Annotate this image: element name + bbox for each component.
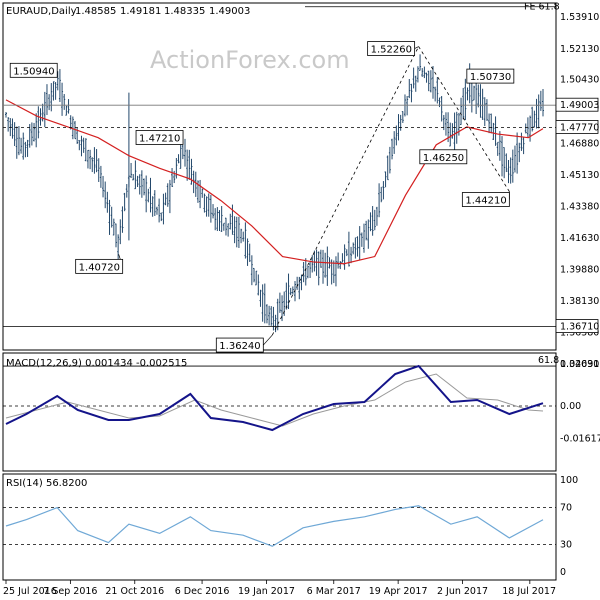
- moving-average-line: [5, 99, 544, 265]
- macd-panel-frame: [2, 352, 557, 472]
- current-price-label-box: [555, 97, 599, 112]
- annotation-label: 1.50730: [470, 72, 511, 83]
- rsi-y-tick-label: 30: [560, 539, 572, 550]
- macd-y-tick-label: -0.01617: [560, 433, 600, 444]
- ohlc-value: 1.49003: [209, 6, 250, 17]
- annotation-box: [466, 68, 515, 84]
- ohlc-value: 1.48585: [75, 6, 116, 17]
- annotation-box: [419, 149, 468, 165]
- x-tick-label: 2 Jun 2017: [437, 586, 488, 597]
- annotation-box: [75, 258, 124, 274]
- annotation-label: 1.47210: [139, 133, 180, 144]
- main-y-tick-label: 1.52130: [560, 44, 599, 55]
- main-y-tick-label: 1.36380: [560, 328, 599, 339]
- annotation-leader: [263, 334, 273, 346]
- ohlc-value: 1.48335: [164, 6, 205, 17]
- annotation-box: [9, 62, 58, 78]
- rsi-title: RSI(14) 56.8200: [6, 478, 87, 489]
- annotation-label: 1.46250: [423, 153, 464, 164]
- x-tick-label: 25 Jul 2016: [3, 586, 57, 597]
- watermark: ActionForex.com: [150, 46, 350, 74]
- support-level-label-box: [555, 319, 599, 333]
- trendline-2: [418, 46, 510, 192]
- ohlc-value: 1.49181: [120, 6, 161, 17]
- annotation-label: 1.36240: [219, 341, 260, 352]
- annotation-leader: [414, 46, 419, 49]
- annotation-label: 1.44210: [465, 196, 506, 207]
- rsi-line: [5, 505, 544, 547]
- x-tick-label: 6 Dec 2016: [175, 586, 230, 597]
- rsi-y-tick-label: 100: [560, 475, 578, 486]
- fib-level-label: 61.8: [538, 355, 559, 366]
- macd-y-tick-label: 0.020911: [560, 359, 600, 370]
- annotation-box: [461, 192, 510, 207]
- main-panel-frame: [2, 2, 557, 351]
- rsi-y-tick-label: 0: [560, 567, 566, 578]
- main-y-tick-label: 1.34630: [560, 359, 599, 370]
- current-price-label: 1.49003: [560, 100, 599, 111]
- fe-level-label: FE 61.8: [524, 2, 560, 13]
- main-y-tick-label: 1.39880: [560, 265, 599, 276]
- rsi-y-tick-label: 70: [560, 503, 572, 514]
- annotation-box: [215, 337, 264, 353]
- annotation-box: [367, 41, 416, 56]
- macd-signal-line: [5, 373, 544, 427]
- main-y-tick-label: 1.50430: [560, 74, 599, 85]
- support-level-label: 1.36710: [560, 322, 599, 333]
- macd-y-tick-label: 0.00: [560, 401, 581, 412]
- macd-title: MACD(12,26,9) 0.001434 -0.002515: [6, 358, 187, 369]
- main-y-tick-label: 1.38130: [560, 296, 599, 307]
- rsi-panel-frame: [2, 473, 557, 581]
- trendline-1: [271, 46, 419, 336]
- x-tick-label: 6 Mar 2017: [307, 586, 361, 597]
- main-title: EURAUD,Daily: [6, 6, 77, 17]
- main-y-tick-label: 1.41630: [560, 233, 599, 244]
- main-y-tick-label: 1.45130: [560, 170, 599, 181]
- annotation-label: 1.40720: [79, 262, 120, 273]
- x-tick-label: 19 Jan 2017: [238, 586, 295, 597]
- macd-line: [5, 364, 544, 432]
- main-y-tick-label: 1.53910: [560, 12, 599, 23]
- current-ma-label: 1.47770: [560, 122, 599, 133]
- x-tick-label: 21 Oct 2016: [105, 586, 164, 597]
- x-tick-label: 19 Apr 2017: [369, 586, 428, 597]
- annotation-label: 1.50940: [13, 66, 54, 77]
- x-tick-label: 18 Jul 2017: [502, 586, 556, 597]
- x-tick-label: 7 Sep 2016: [43, 586, 97, 597]
- main-y-tick-label: 1.43380: [560, 201, 599, 212]
- main-y-tick-label: 1.46880: [560, 138, 599, 149]
- current-ma-label-box: [555, 120, 599, 134]
- annotation-box: [135, 130, 184, 145]
- annotation-label: 1.52260: [371, 45, 412, 56]
